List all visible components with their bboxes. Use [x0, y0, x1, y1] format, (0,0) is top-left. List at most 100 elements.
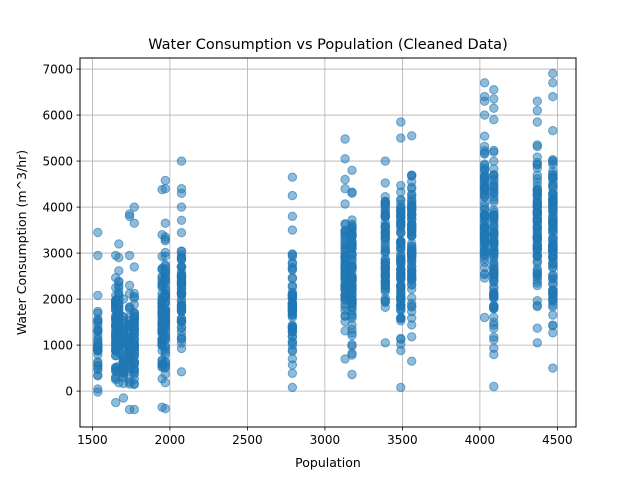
data-point [396, 271, 406, 281]
data-point [129, 202, 140, 212]
data-point [287, 360, 298, 370]
data-point [347, 165, 357, 176]
data-point [160, 378, 171, 388]
data-point [340, 354, 350, 364]
y-tick-label: 4000 [42, 200, 73, 214]
data-point [129, 218, 140, 228]
data-point [396, 117, 406, 127]
data-point [548, 183, 558, 193]
data-point [176, 302, 187, 312]
data-point [340, 199, 350, 209]
data-point [347, 350, 357, 360]
x-tick-label: 3500 [387, 433, 418, 447]
data-point [380, 156, 390, 166]
data-point [340, 134, 350, 144]
data-point [396, 382, 406, 393]
x-axis-ticks: 1500 2000 2500 3000 3500 4000 4500 [77, 427, 573, 447]
data-point [532, 216, 542, 226]
data-point [176, 270, 187, 280]
data-point [548, 273, 558, 284]
data-point [489, 94, 499, 104]
data-point [93, 384, 103, 394]
data-point [489, 184, 499, 194]
data-point [548, 310, 558, 320]
data-point [380, 178, 390, 188]
data-point [114, 277, 124, 288]
data-point [479, 312, 490, 323]
data-point [160, 335, 171, 345]
data-point [347, 294, 357, 304]
data-point [380, 233, 390, 243]
data-point [160, 247, 171, 258]
data-point [124, 250, 135, 261]
data-point [114, 239, 124, 249]
data-point [396, 133, 406, 143]
x-tick-label: 1500 [77, 433, 108, 447]
data-points [93, 68, 558, 415]
data-point [396, 313, 406, 323]
data-point [129, 374, 140, 384]
data-point [93, 349, 103, 360]
data-point [129, 262, 140, 272]
data-point [380, 261, 390, 271]
data-point [479, 171, 490, 182]
data-point [118, 294, 129, 304]
data-point [93, 371, 103, 381]
y-tick-label: 1000 [42, 338, 73, 352]
data-point [347, 249, 357, 260]
data-point [93, 250, 103, 261]
data-point [489, 381, 499, 392]
data-point [489, 291, 499, 301]
data-point [407, 226, 417, 237]
data-point [160, 284, 171, 295]
x-tick-label: 4500 [542, 433, 573, 447]
data-point [114, 266, 124, 276]
data-point [347, 369, 357, 380]
data-point [489, 195, 499, 205]
data-point [93, 317, 103, 327]
data-point [532, 170, 542, 180]
data-point [479, 262, 490, 273]
data-point [287, 323, 298, 333]
data-point [287, 190, 298, 201]
y-tick-label: 5000 [42, 154, 73, 168]
data-point [489, 103, 499, 113]
data-point [548, 194, 558, 205]
data-point [380, 197, 390, 208]
data-point [479, 149, 490, 159]
data-point [129, 309, 140, 319]
data-point [407, 356, 417, 366]
data-point [93, 290, 103, 301]
data-point [347, 231, 357, 241]
data-point [407, 274, 417, 284]
y-tick-label: 6000 [42, 108, 73, 122]
data-point [548, 172, 558, 183]
data-point [479, 201, 490, 211]
data-point [176, 343, 187, 354]
data-point [489, 147, 499, 157]
data-point [160, 218, 171, 228]
chart-title: Water Consumption vs Population (Cleaned… [148, 37, 507, 53]
data-point [114, 253, 124, 263]
data-point [287, 211, 298, 222]
data-point [407, 170, 417, 181]
data-point [129, 322, 140, 332]
data-point [479, 254, 490, 264]
data-point [93, 330, 103, 340]
y-tick-label: 7000 [42, 62, 73, 76]
data-point [396, 333, 406, 344]
data-point [532, 300, 542, 310]
data-point [176, 288, 187, 299]
y-axis-label: Water Consumption (m^3/hr) [14, 150, 29, 335]
data-point [489, 174, 499, 184]
data-point [548, 157, 558, 167]
data-point [111, 397, 121, 408]
data-point [160, 298, 171, 308]
data-point [396, 219, 406, 230]
data-point [532, 117, 542, 127]
data-point [380, 338, 390, 348]
data-point [176, 202, 187, 212]
data-point [396, 187, 406, 197]
data-point [129, 345, 140, 355]
